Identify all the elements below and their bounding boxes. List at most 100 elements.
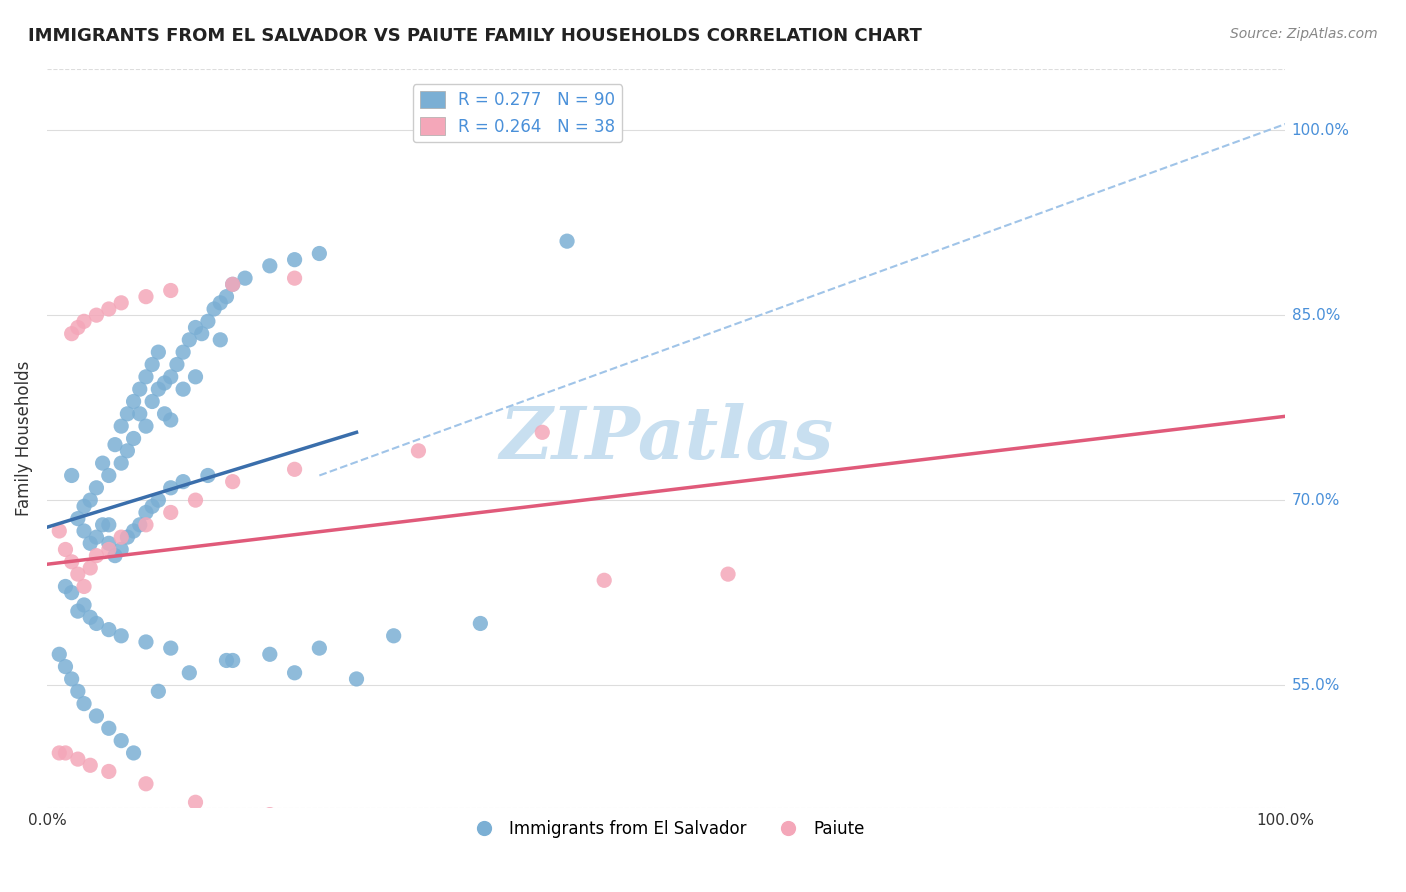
Point	[159, 481, 181, 495]
Point	[141, 394, 163, 409]
Point	[73, 579, 96, 593]
Point	[184, 795, 207, 809]
Point	[190, 326, 212, 341]
Text: 100.0%: 100.0%	[1292, 123, 1350, 137]
Point	[48, 746, 70, 760]
Point	[135, 777, 157, 791]
Point	[73, 500, 96, 514]
Point	[184, 369, 207, 384]
Point	[197, 314, 219, 328]
Point	[79, 536, 101, 550]
Point	[184, 320, 207, 334]
Legend: Immigrants from El Salvador, Paiute: Immigrants from El Salvador, Paiute	[461, 814, 872, 845]
Point	[97, 301, 120, 316]
Point	[122, 524, 145, 538]
Point	[73, 524, 96, 538]
Point	[179, 665, 201, 680]
Point	[284, 462, 307, 476]
Point	[110, 542, 132, 557]
Point	[55, 746, 77, 760]
Y-axis label: Family Households: Family Households	[15, 360, 32, 516]
Point	[135, 369, 157, 384]
Point	[97, 623, 120, 637]
Point	[110, 456, 132, 470]
Point	[172, 345, 194, 359]
Point	[233, 271, 256, 285]
Point	[73, 598, 96, 612]
Point	[259, 648, 281, 662]
Point	[284, 665, 307, 680]
Point	[86, 616, 108, 631]
Point	[97, 468, 120, 483]
Point	[66, 511, 89, 525]
Point	[159, 284, 181, 298]
Point	[531, 425, 554, 440]
Point	[148, 345, 170, 359]
Point	[79, 610, 101, 624]
Point	[110, 629, 132, 643]
Point	[166, 358, 188, 372]
Point	[86, 481, 108, 495]
Point	[135, 290, 157, 304]
Point	[148, 382, 170, 396]
Point	[122, 432, 145, 446]
Point	[259, 807, 281, 822]
Point	[555, 234, 578, 248]
Point	[148, 493, 170, 508]
Point	[209, 333, 232, 347]
Point	[60, 555, 83, 569]
Text: ZIPatlas: ZIPatlas	[499, 403, 834, 474]
Point	[153, 407, 176, 421]
Point	[86, 530, 108, 544]
Point	[128, 517, 150, 532]
Point	[221, 653, 243, 667]
Point	[79, 493, 101, 508]
Point	[91, 517, 114, 532]
Point	[408, 443, 430, 458]
Point	[66, 320, 89, 334]
Point	[159, 369, 181, 384]
Point	[117, 530, 139, 544]
Point	[122, 746, 145, 760]
Point	[97, 721, 120, 735]
Point	[221, 277, 243, 292]
Point	[135, 517, 157, 532]
Point	[86, 308, 108, 322]
Point	[128, 407, 150, 421]
Text: 70.0%: 70.0%	[1292, 492, 1340, 508]
Point	[346, 820, 368, 834]
Point	[221, 277, 243, 292]
Point	[97, 517, 120, 532]
Point	[284, 271, 307, 285]
Point	[60, 326, 83, 341]
Point	[135, 419, 157, 434]
Point	[308, 641, 330, 656]
Text: IMMIGRANTS FROM EL SALVADOR VS PAIUTE FAMILY HOUSEHOLDS CORRELATION CHART: IMMIGRANTS FROM EL SALVADOR VS PAIUTE FA…	[28, 27, 922, 45]
Point	[179, 333, 201, 347]
Point	[79, 758, 101, 772]
Point	[55, 579, 77, 593]
Text: 85.0%: 85.0%	[1292, 308, 1340, 323]
Point	[73, 697, 96, 711]
Point	[202, 301, 225, 316]
Point	[172, 475, 194, 489]
Point	[91, 456, 114, 470]
Point	[60, 468, 83, 483]
Text: 55.0%: 55.0%	[1292, 678, 1340, 692]
Point	[55, 659, 77, 673]
Point	[48, 648, 70, 662]
Point	[66, 684, 89, 698]
Point	[73, 314, 96, 328]
Point	[382, 629, 405, 643]
Point	[104, 437, 127, 451]
Point	[79, 561, 101, 575]
Point	[135, 635, 157, 649]
Point	[128, 382, 150, 396]
Point	[97, 536, 120, 550]
Point	[66, 567, 89, 582]
Point	[110, 530, 132, 544]
Point	[122, 394, 145, 409]
Point	[221, 475, 243, 489]
Point	[97, 764, 120, 779]
Point	[209, 295, 232, 310]
